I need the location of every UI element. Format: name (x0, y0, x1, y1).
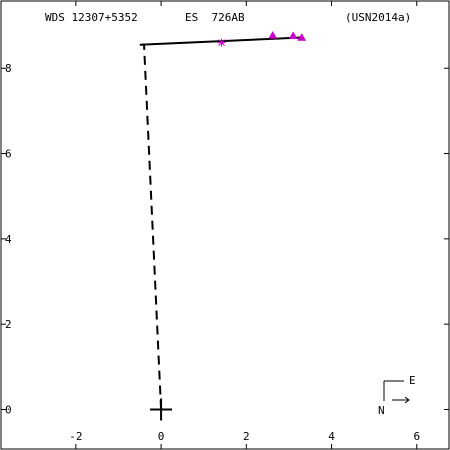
y-tick-label: 0 (5, 403, 12, 416)
compass-north-label: N (378, 404, 385, 417)
motion-arrow-head (404, 396, 410, 404)
reference-label: (USN2014a) (345, 11, 411, 24)
compass-east-label: E (409, 374, 416, 387)
compass: E N (378, 374, 416, 417)
y-tick-label: 6 (5, 148, 12, 161)
observation-point (288, 31, 298, 40)
periastron-line (143, 44, 163, 410)
wds-label: WDS 12307+5352 (45, 11, 138, 24)
x-tick-label: 0 (158, 430, 165, 443)
observation-point (297, 33, 307, 41)
x-tick-label: 6 (413, 430, 420, 443)
markers-layer (150, 30, 307, 421)
first-observation-d2 (218, 39, 225, 47)
lines-layer (139, 36, 302, 410)
x-tick-label: -2 (69, 430, 82, 443)
observation-point (268, 30, 278, 39)
x-tick-label: 2 (243, 430, 250, 443)
y-tick-label: 2 (5, 318, 12, 331)
discoverer-label: ES 726AB (185, 11, 245, 24)
x-tick-label: 4 (328, 430, 335, 443)
y-tick-label: 4 (5, 233, 12, 246)
y-tick-label: 8 (5, 62, 12, 75)
